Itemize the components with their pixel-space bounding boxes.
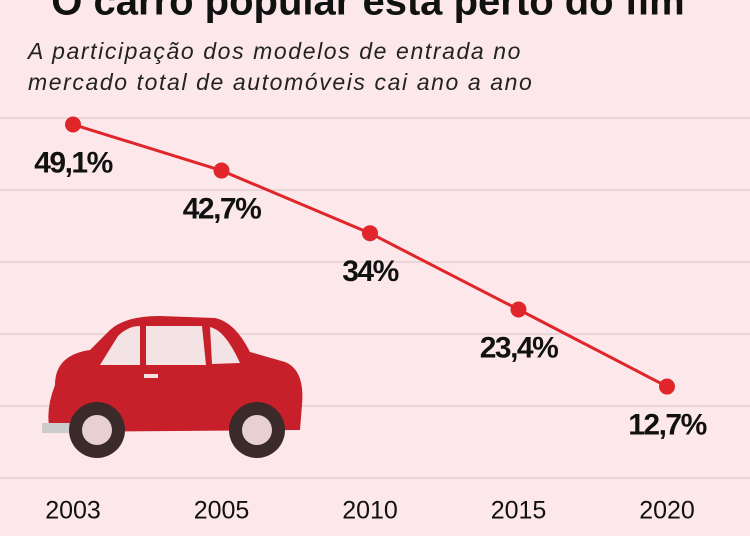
value-label: 23,4% xyxy=(480,331,558,364)
point xyxy=(659,378,675,395)
x-tick-label: 2005 xyxy=(194,497,250,525)
x-tick-label: 2010 xyxy=(342,497,398,525)
x-tick-label: 2020 xyxy=(639,497,695,525)
car xyxy=(42,316,303,458)
value-label: 12,7% xyxy=(628,408,706,441)
point xyxy=(510,301,527,318)
point xyxy=(65,116,81,133)
chart-title: O carro popular está perto do fim xyxy=(51,0,684,24)
x-tick-label: 2015 xyxy=(491,497,547,525)
value-label: 49,1% xyxy=(34,146,112,179)
x-tick-label: 2003 xyxy=(45,497,101,525)
chart-subtitle: A participação dos modelos de entrada no… xyxy=(28,38,534,95)
point xyxy=(362,225,378,242)
value-label: 42,7% xyxy=(183,192,261,225)
value-label: 34% xyxy=(342,255,398,288)
point xyxy=(213,162,230,179)
